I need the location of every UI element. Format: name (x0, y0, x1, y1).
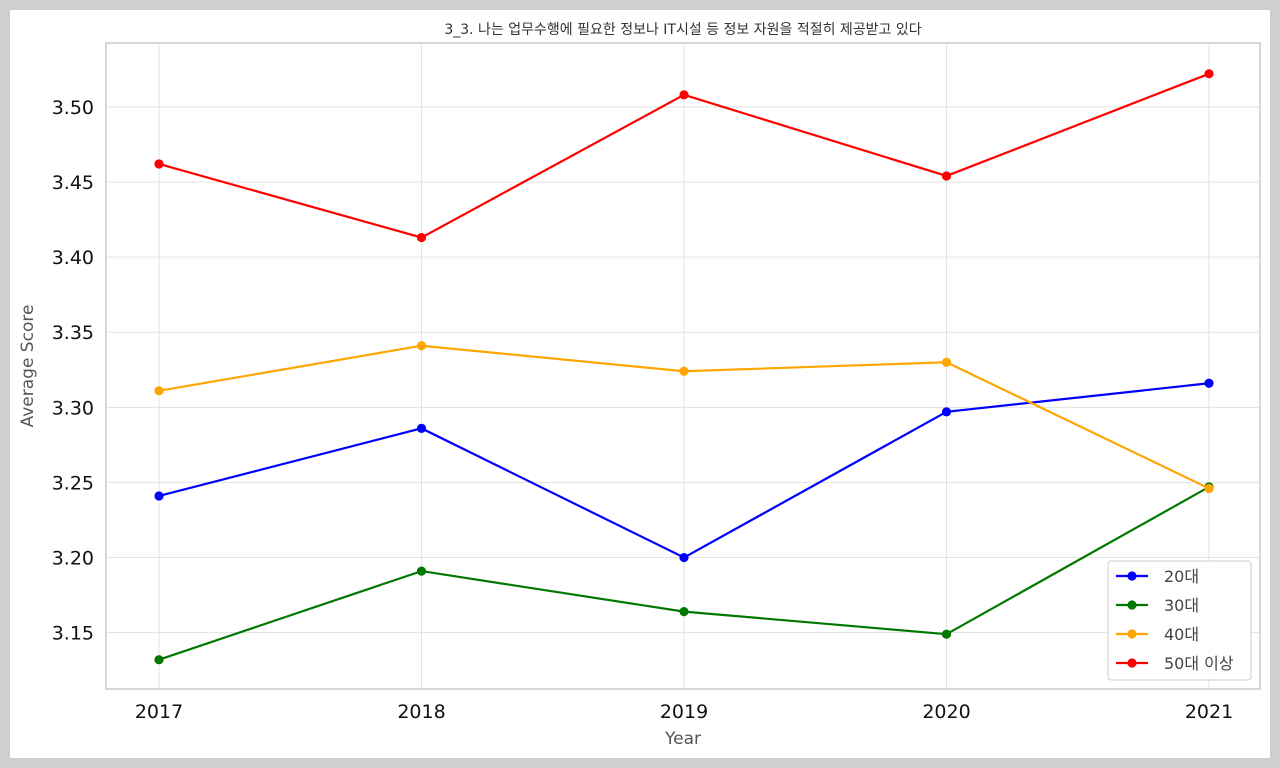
data-point (1204, 69, 1214, 79)
legend-item: 20대 (1116, 567, 1199, 586)
legend-label: 40대 (1164, 625, 1199, 644)
legend-label: 30대 (1164, 596, 1199, 615)
y-tick-label: 3.30 (52, 397, 94, 419)
chart-title: 3_3. 나는 업무수행에 필요한 정보나 IT시설 등 정보 자원을 적절히 … (444, 22, 921, 38)
y-tick-label: 3.35 (52, 322, 94, 344)
legend-item: 40대 (1116, 625, 1199, 644)
y-tick-label: 3.25 (52, 472, 94, 494)
series-4 (154, 69, 1214, 243)
legend-marker (1127, 658, 1137, 668)
data-point (154, 491, 164, 501)
data-point (154, 159, 164, 169)
legend-marker (1127, 629, 1137, 639)
data-point (941, 171, 952, 181)
y-tick-label: 3.40 (52, 247, 94, 269)
legend-marker (1127, 571, 1137, 581)
y-axis-ticks: 3.15 3.20 3.25 3.30 3.35 3.40 3.45 3.50 (52, 97, 94, 645)
data-point (1204, 483, 1214, 494)
data-point (679, 552, 689, 563)
data-point (154, 386, 164, 396)
x-tick-label: 2020 (922, 701, 970, 723)
data-point (941, 357, 952, 367)
data-point (416, 341, 427, 351)
plot-border (105, 42, 1261, 690)
data-point (941, 629, 952, 639)
data-point (416, 232, 427, 243)
grid (106, 43, 1260, 689)
x-tick-label: 2017 (135, 701, 183, 723)
x-axis-label: Year (664, 729, 701, 749)
x-axis-ticks: 2017 2018 2019 2020 2021 (135, 701, 1233, 723)
series-layer (154, 69, 1214, 665)
series-3 (154, 341, 1214, 494)
legend-item: 30대 (1116, 596, 1199, 615)
data-point (941, 407, 952, 417)
legend-box (1107, 560, 1252, 681)
legend: 20대 30대 40대 50대 이상 (1107, 560, 1252, 681)
legend-marker (1127, 600, 1137, 610)
data-point (416, 566, 427, 576)
y-tick-label: 3.20 (52, 548, 94, 570)
legend-label: 20대 (1164, 567, 1199, 586)
legend-item: 50대 이상 (1116, 654, 1234, 673)
data-point (416, 423, 427, 433)
data-point (1204, 378, 1214, 388)
legend-label: 50대 이상 (1164, 654, 1234, 673)
y-axis-label: Average Score (18, 305, 38, 428)
data-point (679, 90, 689, 100)
y-tick-label: 3.50 (52, 97, 94, 119)
y-tick-label: 3.15 (52, 623, 94, 645)
x-tick-label: 2019 (660, 701, 708, 723)
series-1 (154, 378, 1214, 563)
chart-frame: 3_3. 나는 업무수행에 필요한 정보나 IT시설 등 정보 자원을 적절히 … (10, 10, 1270, 758)
data-point (154, 655, 164, 665)
data-point (679, 607, 689, 617)
x-tick-label: 2018 (397, 701, 445, 723)
data-point (679, 366, 689, 376)
y-tick-label: 3.45 (52, 172, 94, 194)
line-chart: 3_3. 나는 업무수행에 필요한 정보나 IT시설 등 정보 자원을 적절히 … (18, 22, 1261, 749)
x-tick-label: 2021 (1185, 701, 1233, 723)
